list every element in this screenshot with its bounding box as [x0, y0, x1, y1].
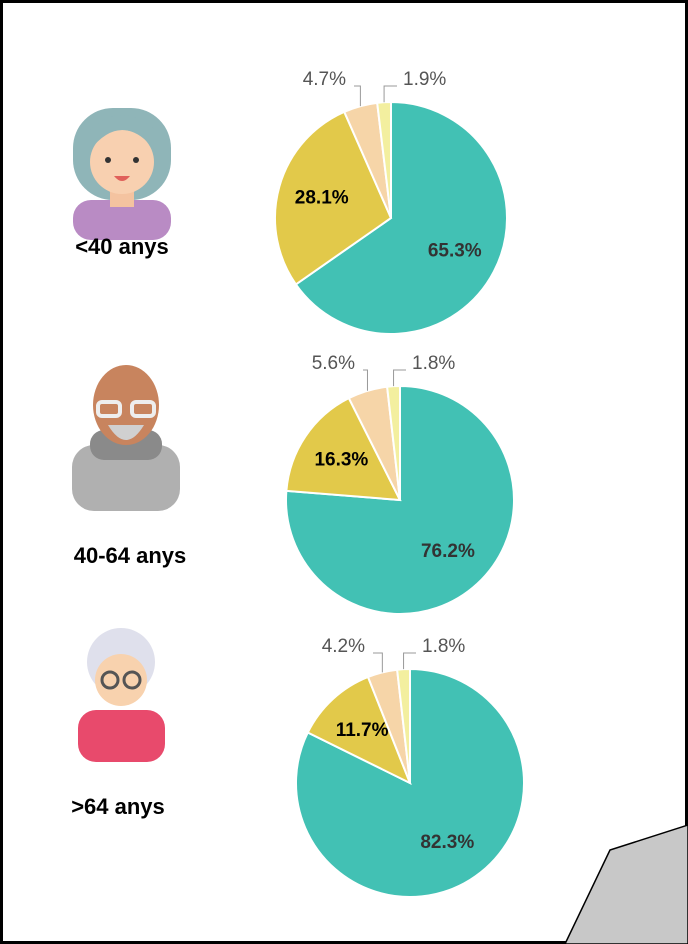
slice-label: 5.6% [312, 353, 355, 374]
slice-label: 1.8% [422, 636, 465, 657]
slice-label: 1.8% [412, 353, 455, 374]
slice-label: 11.7% [336, 720, 389, 741]
slice-label: 76.2% [421, 541, 475, 562]
chart: <40 anys 40-64 anys >64 anys 65.3% 28.1% 4… [0, 0, 688, 944]
slice-label: 16.3% [314, 450, 368, 471]
slice-label: 4.7% [303, 69, 346, 90]
slice-label: 82.3% [420, 832, 474, 853]
slice-label: 65.3% [428, 240, 482, 261]
slice-label: 28.1% [295, 188, 349, 209]
group-label: 40-64 anys [74, 543, 187, 568]
slice-label: 1.9% [403, 69, 446, 90]
group-label: >64 anys [71, 794, 165, 819]
group-label: <40 anys [75, 234, 169, 259]
avatar-young [73, 108, 171, 240]
slice-label: 4.2% [322, 636, 365, 657]
